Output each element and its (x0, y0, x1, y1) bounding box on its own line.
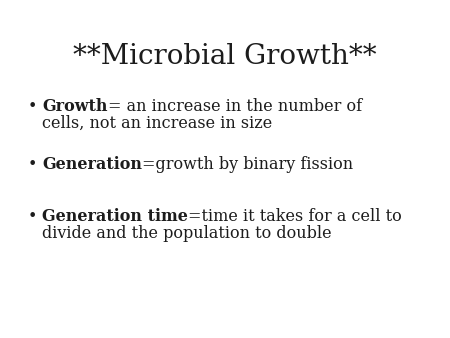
Text: Generation time: Generation time (42, 208, 188, 225)
Text: •: • (28, 156, 37, 173)
Text: **Microbial Growth**: **Microbial Growth** (73, 43, 377, 70)
Text: =time it takes for a cell to: =time it takes for a cell to (188, 208, 401, 225)
Text: cells, not an increase in size: cells, not an increase in size (42, 115, 272, 132)
Text: Generation: Generation (42, 156, 142, 173)
Text: •: • (28, 208, 37, 225)
Text: •: • (28, 98, 37, 115)
Text: Growth: Growth (42, 98, 108, 115)
Text: =growth by binary fission: =growth by binary fission (142, 156, 353, 173)
Text: = an increase in the number of: = an increase in the number of (108, 98, 362, 115)
Text: divide and the population to double: divide and the population to double (42, 225, 332, 242)
